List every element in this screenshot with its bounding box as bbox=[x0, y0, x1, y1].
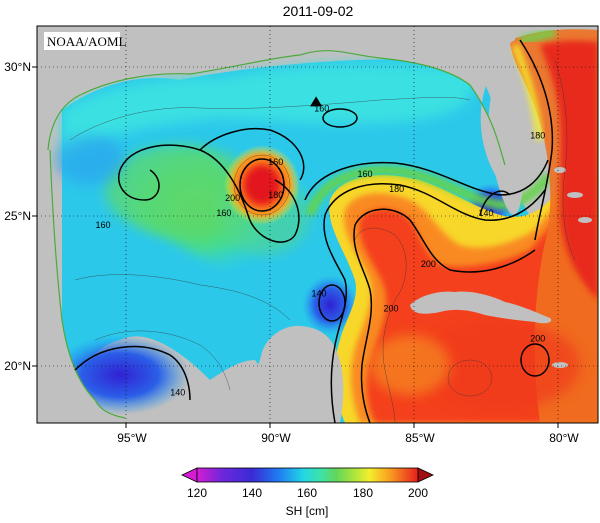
triangle-marker bbox=[310, 96, 323, 107]
contour-label: 160 bbox=[268, 157, 283, 167]
contour-label: 140 bbox=[478, 208, 493, 218]
contour-label: 160 bbox=[357, 169, 372, 179]
contour-label: 200 bbox=[225, 193, 240, 203]
colorbar-high-extension bbox=[417, 467, 434, 483]
graticule bbox=[37, 26, 598, 423]
colorbar-label: SH [cm] bbox=[286, 504, 329, 518]
land-bahamas-3 bbox=[578, 217, 592, 223]
land-island-south bbox=[552, 362, 568, 368]
land-florida bbox=[488, 40, 524, 215]
contour-label: 180 bbox=[530, 130, 545, 140]
land-bahamas-1 bbox=[554, 167, 566, 173]
land-yucatan bbox=[160, 325, 344, 423]
colorbar-tick-200: 200 bbox=[408, 486, 428, 500]
lon-tick-80w: 80°W bbox=[549, 431, 579, 445]
contour-labels: 160 160 160 160 160 180 180 180 200 200 200 200 140 1… bbox=[95, 103, 545, 397]
colorbar-gradient bbox=[196, 467, 419, 483]
contour-label: 160 bbox=[314, 103, 329, 113]
colorbar-tick-140: 140 bbox=[242, 486, 262, 500]
land-cuba bbox=[410, 291, 552, 324]
colorbar-tick-160: 160 bbox=[297, 486, 317, 500]
lat-tick-25n: 25°N bbox=[4, 209, 31, 223]
map-title: 2011-09-02 bbox=[283, 3, 354, 19]
contour-label: 180 bbox=[389, 184, 404, 194]
contour-label: 200 bbox=[421, 259, 436, 269]
contour-label: 140 bbox=[170, 387, 185, 397]
map-panel: 160 160 160 160 160 180 180 180 200 200 200 200 140 1… bbox=[37, 26, 598, 423]
contour-label: 180 bbox=[268, 190, 283, 200]
contour-label: 160 bbox=[216, 208, 231, 218]
land-masses bbox=[37, 26, 592, 423]
agency-label-box bbox=[44, 32, 120, 50]
agency-label: NOAA/AOML bbox=[47, 34, 127, 49]
contour-label: 200 bbox=[383, 304, 398, 314]
colorbar: 120 140 160 180 200 SH [cm] bbox=[181, 467, 434, 518]
coastline bbox=[47, 50, 506, 419]
colorbar-tick-120: 120 bbox=[187, 486, 207, 500]
land-bahamas-2 bbox=[567, 192, 583, 198]
contour-label: 160 bbox=[95, 220, 110, 230]
contour-label: 140 bbox=[311, 289, 326, 299]
land-mexico-west bbox=[37, 150, 160, 423]
axis-tick-marks bbox=[32, 66, 559, 428]
colorbar-low-extension bbox=[181, 467, 198, 483]
lon-tick-85w: 85°W bbox=[405, 431, 435, 445]
thick-contours bbox=[74, 39, 554, 423]
map-frame bbox=[36, 25, 599, 424]
lat-tick-30n: 30°N bbox=[4, 60, 31, 74]
land-us-coast bbox=[37, 26, 515, 190]
thin-contours bbox=[69, 59, 576, 423]
lat-tick-20n: 20°N bbox=[4, 359, 31, 373]
lon-tick-90w: 90°W bbox=[261, 431, 291, 445]
contour-label: 200 bbox=[530, 334, 545, 344]
lon-tick-95w: 95°W bbox=[117, 431, 147, 445]
colorbar-tick-180: 180 bbox=[353, 486, 373, 500]
